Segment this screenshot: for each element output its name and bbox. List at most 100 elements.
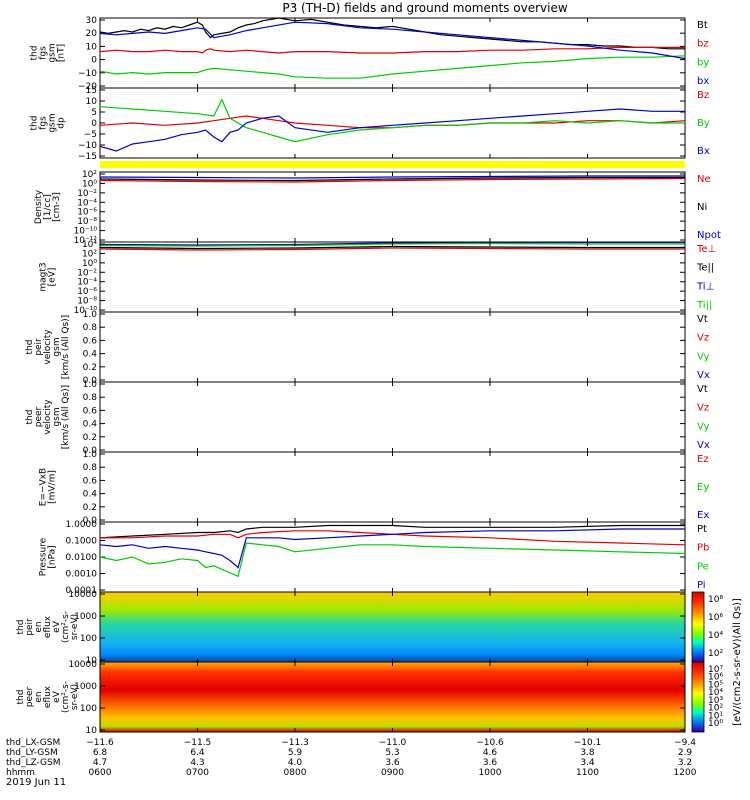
legend-Vx: Vx [697, 370, 710, 381]
date-label: 2019 Jun 11 [6, 777, 66, 788]
x-row-label: thd_LZ-GSM [6, 758, 61, 768]
x-tick-label: 3.6 [385, 758, 400, 768]
y-axis-label-line: en [34, 691, 44, 702]
y-tick-label: 10⁴ [82, 240, 97, 250]
y-tick-label: 100 [80, 634, 97, 644]
x-tick-label: −11.0 [379, 738, 407, 748]
y-tick-label: 0.0 [83, 446, 98, 456]
legend-Vt: Vt [697, 314, 708, 325]
colorbar-tick: 10² [708, 649, 723, 659]
y-tick-label: 0.0 [83, 376, 98, 386]
legend-Bz: Bz [697, 90, 709, 101]
y-tick-label: 0.4 [83, 490, 98, 500]
colorbar-tick: 10¹ [708, 711, 723, 721]
x-tick-label: 6.4 [190, 748, 205, 758]
panel-pressure: 1.0000 0.1000 0.0100 0.0010 0.0001 Pressure [n… [39, 520, 710, 596]
series-Pb [100, 530, 686, 546]
legend-Ez: Ez [697, 454, 709, 465]
y-axis-label-line: thd [16, 620, 26, 635]
x-tick-label: 0600 [89, 768, 112, 778]
x-tick-label: −11.5 [184, 738, 212, 748]
x-row-label: thd_LY-GSM [6, 748, 58, 758]
legend-Bx: Bx [697, 146, 710, 157]
legend-Te⊥: Te⊥ [696, 244, 716, 255]
series-bx [99, 21, 686, 60]
colorbar-tick: 10⁸ [708, 595, 723, 605]
y-axis-label-line: gsm [48, 43, 58, 62]
y-tick-label: 0.0 [83, 516, 98, 526]
y-tick-label: 20 [86, 29, 98, 39]
x-tick-label: 1100 [576, 768, 599, 778]
y-axis-label-line: thd [25, 340, 35, 355]
panel-peer_velocity: 1.0 0.8 0.6 0.4 0.2 0.0 thd peer velocity gsm [km/… [25, 380, 710, 456]
panel-peir_en_eflux: 10⁸ 10⁶ 10⁴ 10² 10000 1000 100 10 thd peir en eflux… [16, 590, 723, 666]
x-tick-label: −10.6 [476, 738, 504, 748]
legend-bx: bx [697, 76, 709, 87]
y-tick-label: 10 [86, 42, 98, 52]
x-tick-label: 5.9 [288, 748, 303, 758]
y-tick-label: 10⁻⁴ [77, 278, 97, 288]
y-tick-label: −15 [78, 152, 97, 162]
legend-Ex: Ex [697, 510, 709, 521]
y-axis-label: thd peir velocity gsm [km/s (All Qs)] [25, 315, 71, 379]
y-tick-label: −10 [78, 69, 97, 79]
panel-frame [99, 311, 686, 383]
colorbar-tick: 10⁰ [708, 719, 723, 729]
series-by [99, 55, 686, 79]
y-axis-label: thd peir en eflux eV (cm²-s-sr-eV) [16, 611, 80, 643]
y-tick-label: 10² [82, 170, 97, 180]
y-tick-label: 0.4 [83, 420, 98, 430]
legend-Pt: Pt [697, 524, 707, 535]
y-tick-label: 1.0000 [66, 520, 98, 530]
y-tick-label: 0.0001 [66, 586, 98, 596]
series-bz [99, 46, 685, 54]
x-tick-label: 4.3 [190, 758, 204, 768]
y-tick-label: 10⁻² [77, 268, 97, 278]
panel-frame [99, 451, 686, 523]
y-axis-label-line: velocity [43, 399, 53, 435]
y-tick-label: 10⁻² [77, 189, 97, 199]
y-tick-label: 10⁻⁶ [77, 287, 97, 297]
legend-Ey: Ey [697, 482, 709, 493]
y-axis-label-line: velocity [43, 329, 53, 365]
series-Bt [99, 17, 685, 50]
y-axis-label-line: E=−VxB [39, 468, 49, 506]
colorbar-peir_en_eflux [691, 591, 705, 663]
y-axis-label-line: gsm [48, 113, 58, 132]
colorbar-tick: 10³ [708, 696, 723, 706]
y-tick-label: 10² [82, 249, 97, 259]
y-tick-label: 1.0 [83, 380, 98, 390]
y-tick-label: 0.0100 [66, 553, 98, 563]
y-tick-label: 30 [86, 16, 98, 26]
y-axis-label-line: [km/s (All Qs)] [61, 315, 71, 379]
legend-Vz: Vz [697, 333, 709, 344]
y-axis-label-line: fgs [39, 46, 49, 60]
legend-Npot: Npot [697, 230, 721, 241]
y-axis-label-line: [mV/m] [48, 470, 58, 504]
legend-Vy: Vy [697, 421, 710, 432]
panel-fgs_gsm: 30 20 10 0 −10 −20 thd fgs gsm [nT] Bt bz by bx [30, 16, 710, 92]
y-tick-label: 0 [91, 56, 97, 66]
series-Ni [99, 176, 685, 182]
legend-Te||: Te|| [696, 263, 714, 274]
y-tick-label: 0.2 [83, 433, 97, 443]
y-tick-label: 1.0 [83, 450, 98, 460]
y-tick-label: 0.8 [83, 393, 98, 403]
y-axis-label-line: [1/cc] [43, 194, 53, 220]
y-tick-label: 15 [86, 86, 97, 96]
y-axis-label-line: eV [52, 620, 62, 633]
panel-frame [99, 241, 686, 313]
x-tick-label: 1200 [674, 768, 697, 778]
y-axis-label: thd peer velocity gsm [km/s (All Qs)] [25, 385, 71, 449]
x-tick-label: 3.4 [580, 758, 595, 768]
y-axis-label-line: gsm [52, 337, 62, 356]
y-tick-label: 10000 [68, 590, 97, 600]
x-tick-label: 1000 [479, 768, 502, 778]
y-axis-label-line: (cm²-s- [61, 611, 71, 643]
panel-frame [99, 87, 686, 159]
spectrogram-peer_en_eflux [100, 662, 685, 732]
y-tick-label: −5 [84, 130, 97, 140]
x-tick-label: 0800 [284, 768, 307, 778]
